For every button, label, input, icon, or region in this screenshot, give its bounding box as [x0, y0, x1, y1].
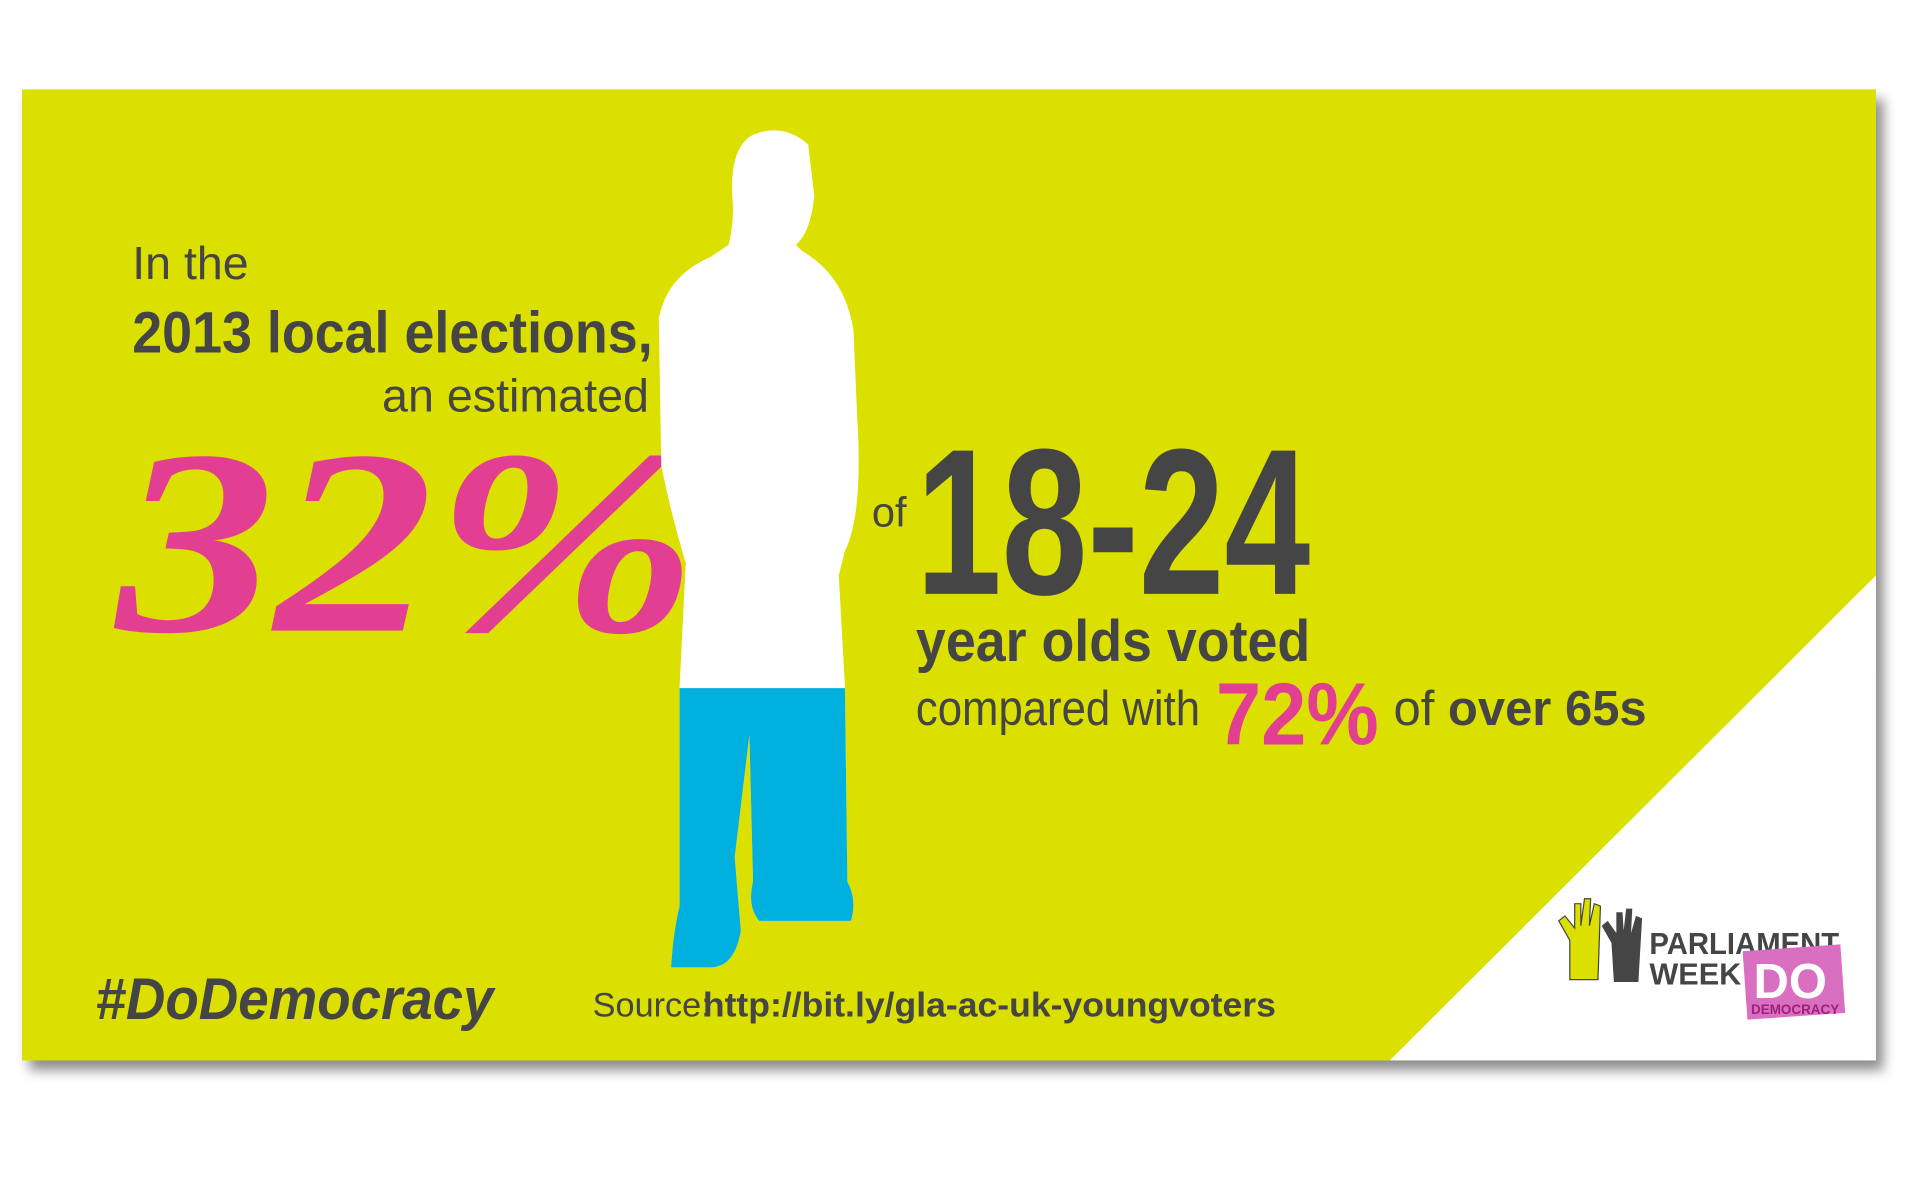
logo-text: WEEK: [1649, 957, 1741, 991]
intro-line: In the: [132, 237, 248, 289]
compare-value: 72%: [1216, 664, 1379, 763]
compare-group: over 65s: [1448, 682, 1647, 736]
intro-line: 2013 local elections,: [132, 301, 652, 366]
silhouette-fill: [671, 688, 854, 968]
compare-suffix: of over 65s: [1393, 682, 1646, 736]
logo-hand: [1601, 908, 1643, 983]
intro-line: an estimated: [382, 369, 649, 421]
big-percent: 32%: [111, 396, 698, 688]
source-url[interactable]: http://bit.ly/gla-ac-uk-youngvoters: [703, 986, 1276, 1024]
connector: of: [872, 489, 907, 536]
voted-line: year olds voted: [916, 609, 1310, 674]
content: In the 2013 local elections, an estimate…: [22, 89, 1876, 1061]
age-group: 18-24: [916, 407, 1310, 639]
logo-hand: [1557, 898, 1602, 981]
logo-badge: [1742, 944, 1846, 1020]
source-label: Source:: [593, 986, 711, 1024]
compare-of: of: [1393, 682, 1434, 736]
corner: [1389, 575, 1876, 1061]
compare-prefix: compared with: [916, 682, 1200, 736]
hashtag: #DoDemocracy: [96, 967, 497, 1032]
logo-badge-sub: DEMOCRACY: [1751, 1002, 1839, 1017]
logo-badge-text: DO: [1753, 955, 1826, 1009]
logo: PARLIAMENT WEEK DO DEMOCRACY: [1557, 898, 1846, 1020]
